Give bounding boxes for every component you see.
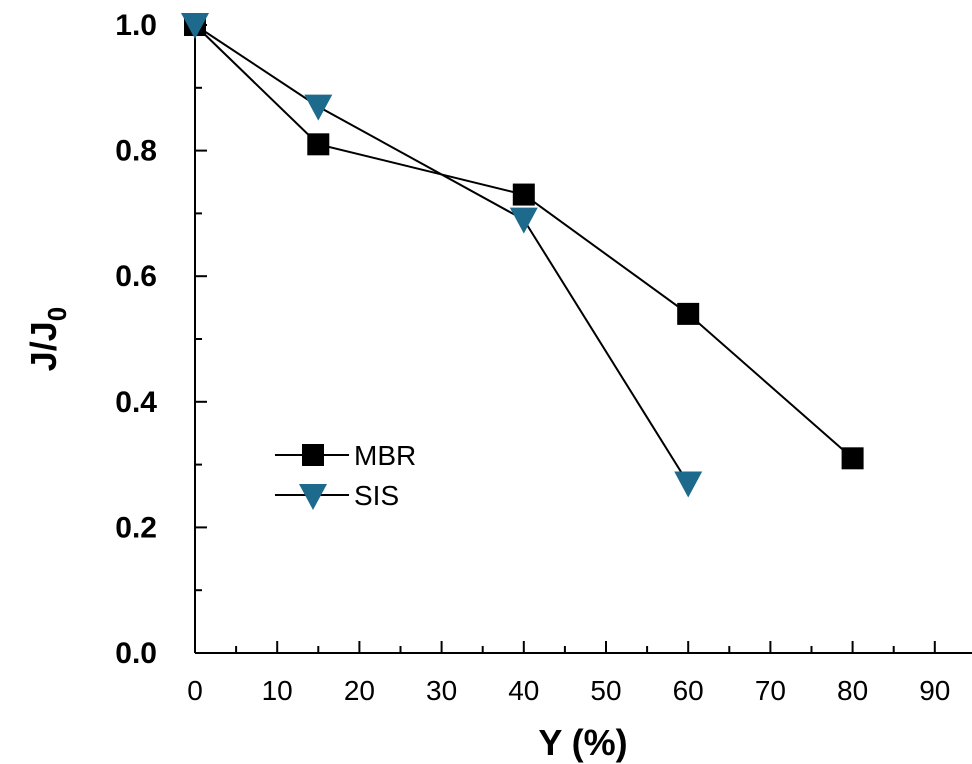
y-tick-label: 0.2: [115, 511, 157, 544]
legend-sis-marker: [299, 484, 327, 510]
x-ticks: 0 10 20 30 40 50 60 70 80 90: [187, 641, 950, 706]
x-tick-label: 90: [919, 675, 950, 706]
x-tick-label: 20: [344, 675, 375, 706]
y-tick-label: 0.0: [115, 637, 157, 670]
data-point-sis: [181, 13, 209, 39]
data-point-mbr: [677, 302, 700, 325]
y-tick-label: 0.8: [115, 135, 157, 168]
series-markers: [181, 13, 864, 498]
x-axis-title: Y (%): [538, 722, 627, 763]
data-point-sis: [509, 207, 538, 234]
series-line-sis: [194, 24, 690, 484]
axes: [194, 25, 972, 654]
data-point-mbr: [841, 447, 864, 470]
data-point-mbr: [307, 133, 330, 156]
x-tick-label: 30: [426, 675, 457, 706]
y-axis-title: J/J0: [23, 307, 72, 372]
y-tick-label: 0.6: [115, 260, 157, 293]
x-tick-label: 60: [673, 675, 704, 706]
legend-item-mbr: MBR: [275, 440, 416, 471]
x-tick-label: 80: [837, 675, 868, 706]
x-tick-label: 10: [262, 675, 293, 706]
legend-mbr-label: MBR: [354, 440, 416, 471]
data-point-mbr: [512, 183, 535, 206]
x-tick-label: 70: [755, 675, 786, 706]
y-axis-title-subscript: 0: [42, 307, 72, 321]
series-lines: [194, 24, 854, 484]
legend: MBR SIS: [275, 440, 416, 511]
legend-sis-label: SIS: [354, 480, 399, 511]
y-ticks: 0.0 0.2 0.4 0.6 0.8 1.0: [115, 9, 207, 670]
y-tick-label: 1.0: [115, 9, 157, 42]
x-tick-label: 0: [187, 675, 203, 706]
y-tick-label: 0.4: [115, 386, 157, 419]
data-point-sis: [674, 471, 703, 498]
series-layer: [181, 13, 864, 498]
x-tick-label: 40: [508, 675, 539, 706]
legend-item-sis: SIS: [275, 480, 399, 511]
x-tick-label: 50: [590, 675, 621, 706]
data-point-sis: [304, 94, 333, 121]
y-axis-title-main: J/J: [23, 321, 64, 371]
legend-mbr-marker: [302, 444, 324, 466]
